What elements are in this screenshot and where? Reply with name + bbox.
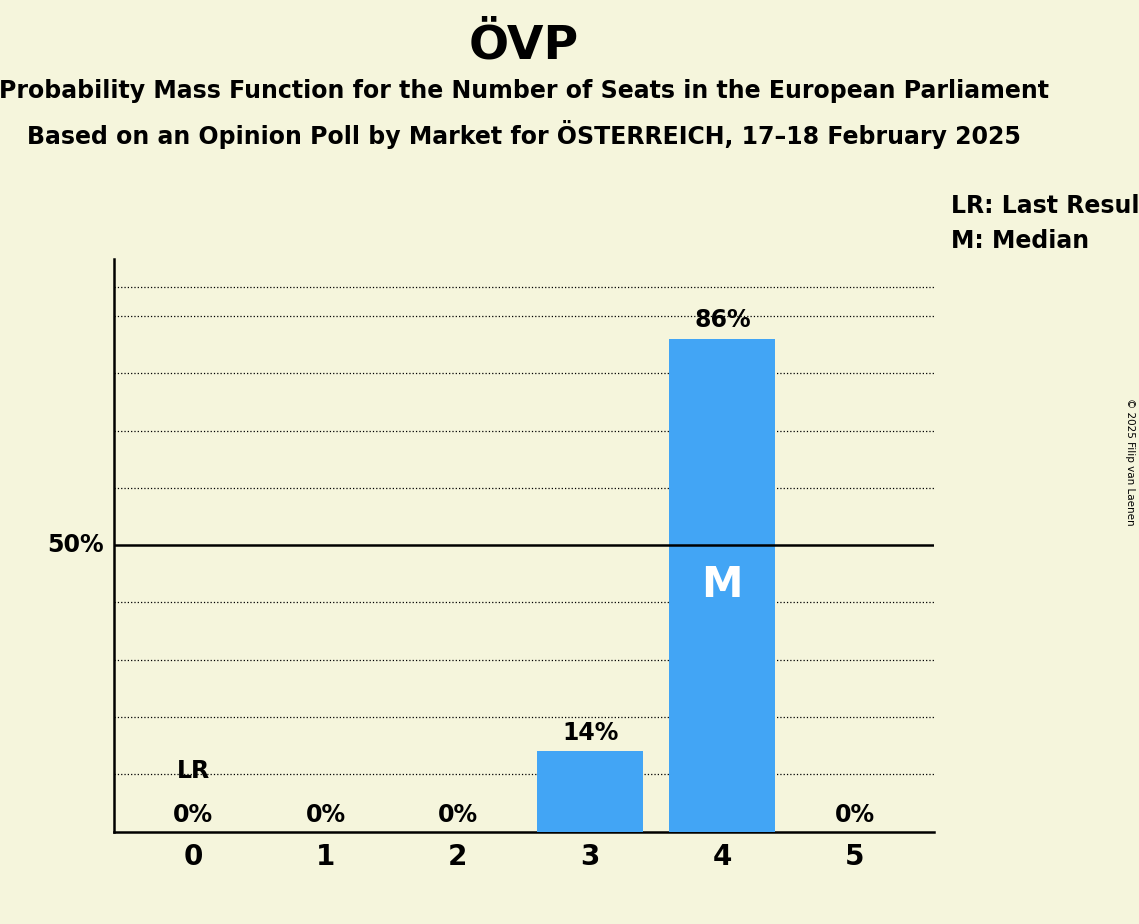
Text: Based on an Opinion Poll by Market for ÖSTERREICH, 17–18 February 2025: Based on an Opinion Poll by Market for Ö…	[27, 120, 1021, 149]
Text: 50%: 50%	[47, 533, 104, 557]
Text: ÖVP: ÖVP	[469, 23, 579, 68]
Text: M: M	[702, 565, 743, 606]
Text: 0%: 0%	[437, 803, 478, 827]
Bar	[670, 339, 776, 832]
Text: LR: Last Result: LR: Last Result	[951, 194, 1139, 218]
Text: 14%: 14%	[562, 721, 618, 745]
Text: Probability Mass Function for the Number of Seats in the European Parliament: Probability Mass Function for the Number…	[0, 79, 1049, 103]
Text: 0%: 0%	[835, 803, 875, 827]
Text: 0%: 0%	[305, 803, 345, 827]
Text: M: Median: M: Median	[951, 229, 1089, 253]
Text: 86%: 86%	[694, 308, 751, 332]
Bar	[538, 751, 644, 832]
Text: LR: LR	[177, 760, 210, 784]
Text: 0%: 0%	[173, 803, 213, 827]
Text: © 2025 Filip van Laenen: © 2025 Filip van Laenen	[1125, 398, 1134, 526]
